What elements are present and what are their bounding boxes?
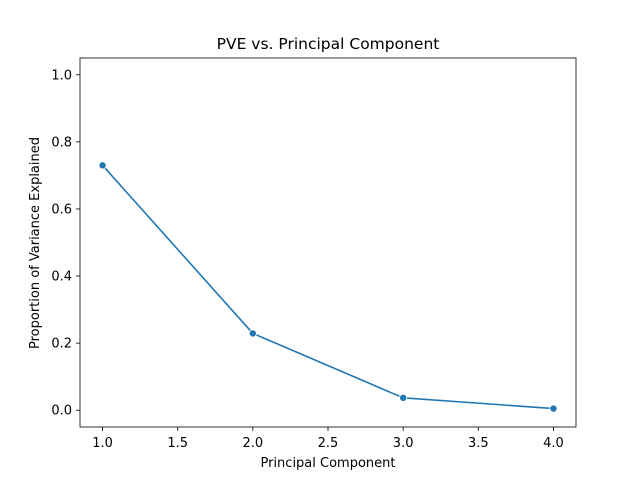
- x-tick-label: 3.5: [468, 436, 489, 451]
- series-line: [101, 164, 554, 410]
- series-lines: [101, 164, 554, 410]
- x-tick-label: 3.0: [393, 436, 414, 451]
- x-tick-label: 2.0: [243, 436, 264, 451]
- x-tick-label: 4.0: [543, 436, 564, 451]
- plot-frame: [79, 57, 577, 428]
- data-point: [399, 393, 408, 402]
- y-axis-ticks: 0.0 0.2 0.4 0.6 0.8 1.0: [51, 68, 80, 419]
- y-tick-label: 0.8: [51, 135, 72, 150]
- y-tick-label: 0.2: [51, 337, 72, 352]
- x-tick-label: 1.5: [167, 436, 188, 451]
- series-points: [98, 161, 558, 413]
- x-axis-label: Principal Component: [260, 456, 395, 471]
- x-axis-ticks: 1.0 1.5 2.0 2.5 3.0 3.5 4.0: [92, 427, 564, 451]
- y-tick-label: 0.4: [51, 270, 72, 285]
- data-point: [549, 404, 558, 413]
- data-point: [248, 329, 257, 338]
- y-axis-label: Proportion of Variance Explained: [28, 137, 43, 349]
- x-tick-label: 1.0: [92, 436, 113, 451]
- x-tick-label: 2.5: [318, 436, 339, 451]
- y-tick-label: 0.6: [51, 202, 72, 217]
- y-tick-label: 0.0: [51, 404, 72, 419]
- data-point: [98, 161, 107, 170]
- y-tick-label: 1.0: [51, 68, 72, 83]
- chart-title: PVE vs. Principal Component: [217, 35, 440, 53]
